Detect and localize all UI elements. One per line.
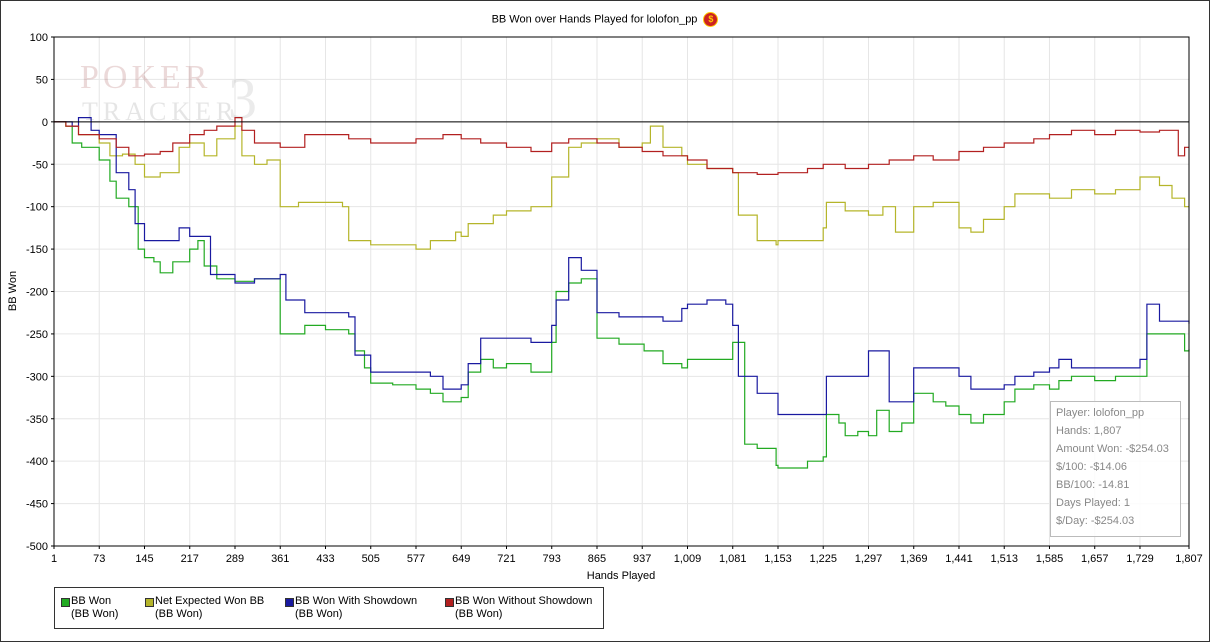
y-tick-label: -200 <box>26 287 48 299</box>
x-tick-label: 1,729 <box>1126 553 1154 565</box>
hands-count: Hands: 1,807 <box>1056 425 1122 437</box>
x-tick-label: 721 <box>497 553 515 565</box>
series-line-bb-won-with-showdown <box>54 117 1190 416</box>
svg-text:TRACKER: TRACKER <box>82 97 238 126</box>
player-stats-tooltip: Player: lolofon_pp Hands: 1,807 Amount W… <box>1050 401 1181 537</box>
days-played: Days Played: 1 <box>1056 497 1130 509</box>
svg-text:POKER: POKER <box>80 59 211 96</box>
x-tick-label: 1,081 <box>719 553 747 565</box>
x-tick-label: 289 <box>226 553 244 565</box>
x-tick-label: 1,297 <box>855 553 883 565</box>
legend-swatch <box>145 598 154 607</box>
chart-title-row: BB Won over Hands Played for lolofon_pp $ <box>0 12 1210 27</box>
grid-lines <box>53 36 1190 547</box>
series-lines <box>54 117 1190 469</box>
y-tick-label: -50 <box>32 159 48 171</box>
legend-swatch <box>61 598 70 607</box>
chart-title: BB Won over Hands Played for lolofon_pp <box>491 13 698 26</box>
x-tick-label: 793 <box>543 553 561 565</box>
x-tick-label: 73 <box>93 553 105 565</box>
bb-per-100: BB/100: -14.81 <box>1056 479 1130 491</box>
series-line-net-expected-won-bb <box>54 121 1189 250</box>
y-tick-label: -150 <box>26 244 48 256</box>
y-tick-label: -350 <box>26 414 48 426</box>
y-tick-labels: 100 50 0 -50 -100 -150 -200 -250 -300 -350 -400 -45… <box>26 32 48 553</box>
axes <box>51 36 1190 549</box>
x-tick-label: 1,807 <box>1175 553 1203 565</box>
x-tick-label: 1,369 <box>900 553 928 565</box>
x-tick-label: 433 <box>316 553 334 565</box>
x-tick-label: 1 <box>51 553 57 565</box>
x-axis-label: Hands Played <box>587 570 656 582</box>
pokertracker-badge-icon: $ <box>703 12 719 27</box>
amount-won: Amount Won: -$254.03 <box>1056 443 1169 455</box>
x-tick-label: 1,009 <box>674 553 702 565</box>
y-tick-label: 50 <box>36 74 48 86</box>
dollars-per-day: $/Day: -$254.03 <box>1056 515 1135 527</box>
x-tick-label: 145 <box>135 553 153 565</box>
x-tick-label: 217 <box>181 553 199 565</box>
y-tick-label: 100 <box>30 32 48 44</box>
chart-legend: BB Won (BB Won) Net Expected Won BB (BB Wo… <box>54 587 604 629</box>
y-axis-label: BB Won <box>7 271 19 311</box>
x-tick-label: 361 <box>271 553 289 565</box>
dollars-per-100: $/100: -$14.06 <box>1056 461 1127 473</box>
x-tick-label: 1,657 <box>1081 553 1109 565</box>
legend-swatch <box>445 598 454 607</box>
plot-area-border <box>53 36 1190 547</box>
x-tick-label: 1,153 <box>764 553 792 565</box>
series-line-bb-won-without-showdown <box>54 117 1189 175</box>
x-tick-label: 865 <box>588 553 606 565</box>
legend-label: BB Won With Showdown (BB Won) <box>295 595 418 620</box>
legend-label: Net Expected Won BB (BB Won) <box>155 595 265 620</box>
legend-label: BB Won (BB Won) <box>71 595 119 620</box>
x-tick-label: 577 <box>407 553 425 565</box>
y-tick-label: -500 <box>26 541 48 553</box>
series-line-bb-won <box>54 121 1190 469</box>
y-tick-label: -100 <box>26 202 48 214</box>
legend-label: BB Won Without Showdown (BB Won) <box>455 595 593 620</box>
y-tick-label: -300 <box>26 371 48 383</box>
x-tick-label: 505 <box>362 553 380 565</box>
x-tick-label: 1,441 <box>945 553 973 565</box>
x-tick-label: 1,513 <box>990 553 1018 565</box>
x-tick-label: 649 <box>452 553 470 565</box>
x-tick-labels: 1 73 145 217 289 361 433 505 577 649 721 793 865 937 1… <box>51 553 1203 565</box>
x-tick-label: 1,225 <box>809 553 837 565</box>
y-tick-label: -250 <box>26 329 48 341</box>
watermark: POKER TRACKER 3 <box>80 59 257 131</box>
player-name: Player: lolofon_pp <box>1056 407 1145 419</box>
x-tick-label: 937 <box>633 553 651 565</box>
legend-swatch <box>285 598 294 607</box>
x-tick-label: 1,585 <box>1036 553 1064 565</box>
y-tick-label: 0 <box>42 117 48 129</box>
y-tick-label: -450 <box>26 499 48 511</box>
y-tick-label: -400 <box>26 456 48 468</box>
